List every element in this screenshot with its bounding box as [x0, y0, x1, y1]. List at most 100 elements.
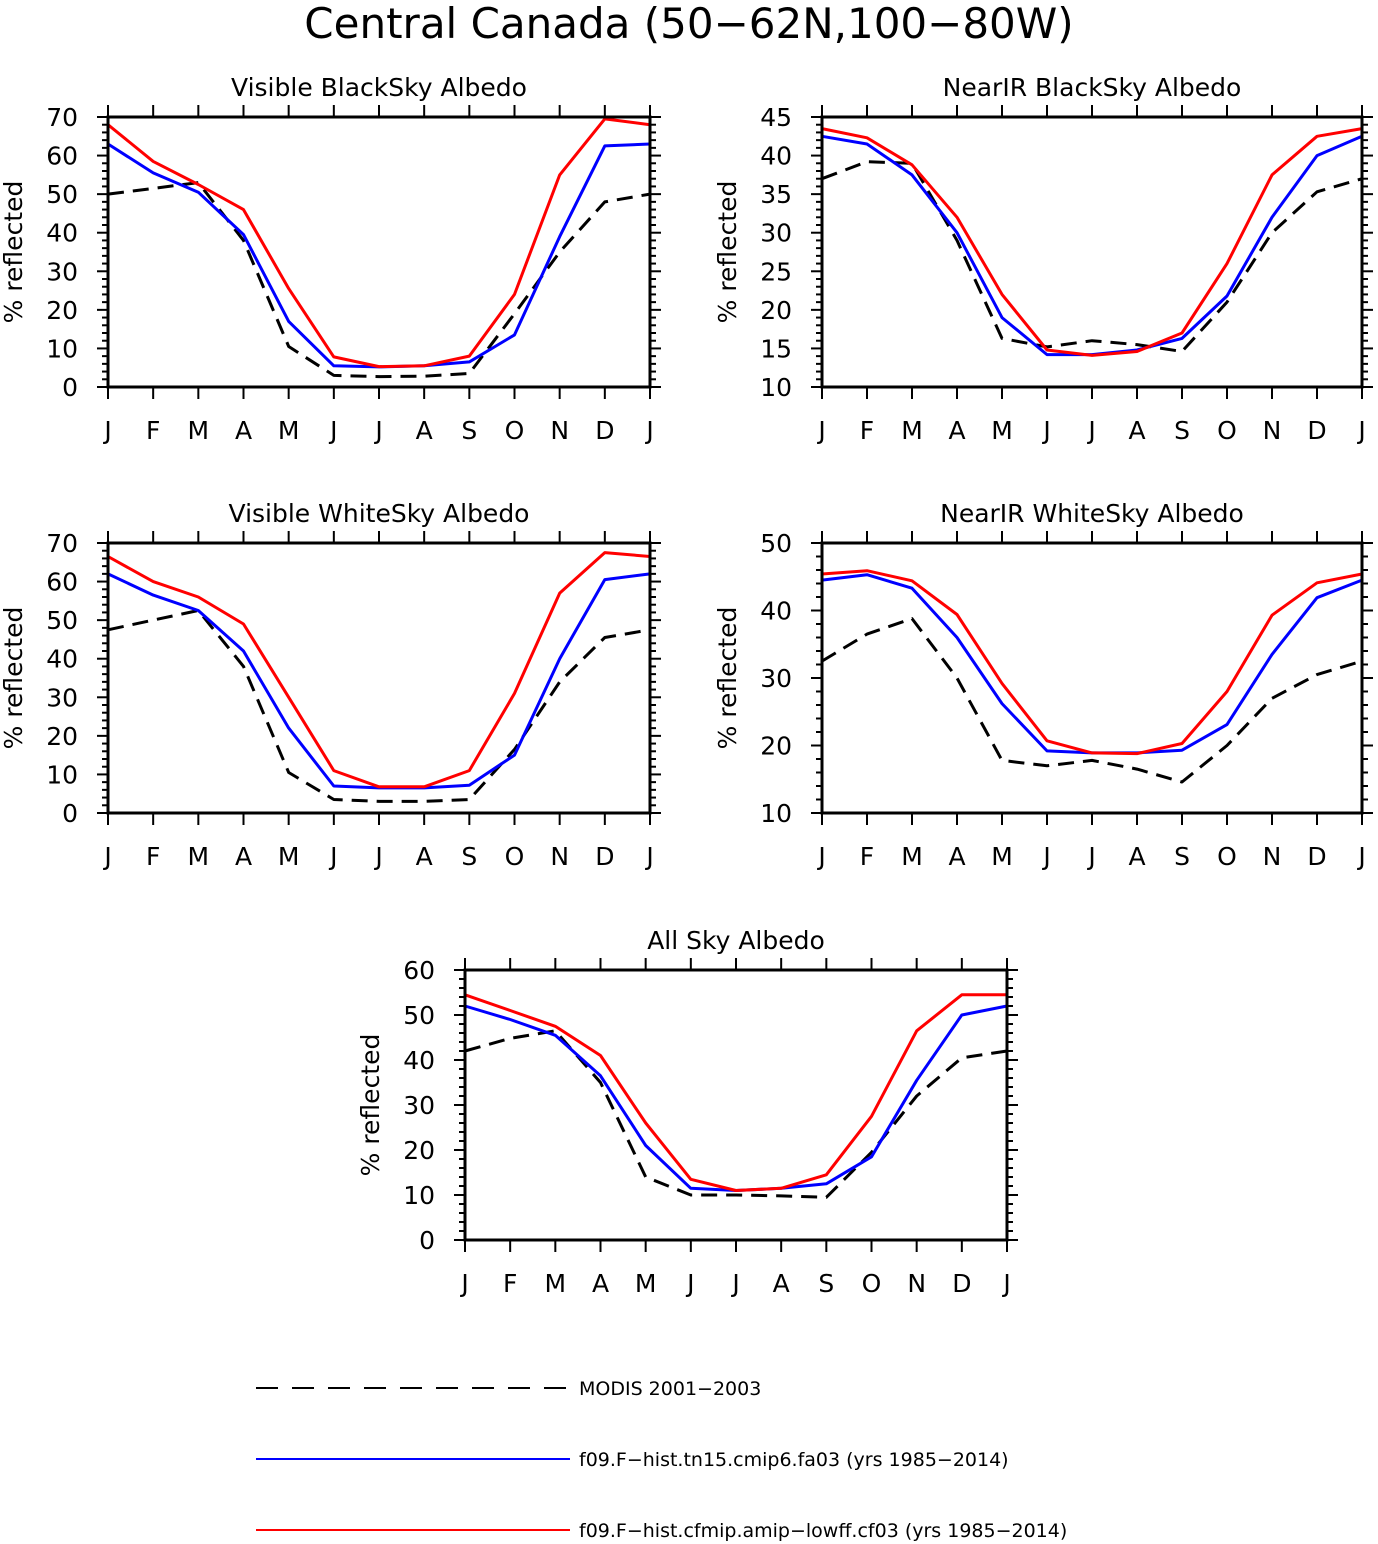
x-tick-label: J [1041, 842, 1050, 871]
y-tick-label: 10 [46, 760, 78, 789]
x-tick-label: O [505, 842, 525, 871]
y-axis-label: % reflected [0, 607, 28, 750]
x-tick-label: O [862, 1269, 882, 1298]
series-line-modis [107, 181, 651, 379]
legend-item: MODIS 2001−2003 [256, 1378, 761, 1400]
y-tick-label: 40 [760, 597, 792, 626]
x-tick-label: D [595, 416, 614, 445]
x-tick-label: D [1307, 416, 1326, 445]
y-tick-label: 0 [62, 373, 78, 402]
y-tick-label: 30 [760, 219, 792, 248]
y-tick-label: 40 [760, 142, 792, 171]
ticks [454, 958, 1018, 1252]
y-tick-label: 50 [760, 529, 792, 558]
y-tick-label: 15 [760, 334, 792, 363]
plot-frame [820, 115, 1364, 389]
series-line-cfmip [821, 127, 1363, 357]
x-tick-label: F [503, 1269, 517, 1298]
x-tick-label: S [818, 1269, 834, 1298]
x-tick-label: N [1263, 842, 1282, 871]
y-tick-label: 10 [760, 799, 792, 828]
y-tick-label: 20 [46, 296, 78, 325]
x-tick-label: J [1356, 416, 1365, 445]
ticks [811, 105, 1373, 399]
panel-title: Visible WhiteSky Albedo [229, 499, 530, 528]
x-tick-label: N [550, 416, 569, 445]
plot-frame [820, 541, 1364, 815]
x-tick-label: M [545, 1269, 567, 1298]
series-line-modis [821, 617, 1363, 784]
x-tick-label: J [373, 416, 382, 445]
x-tick-label: N [907, 1269, 926, 1298]
x-tick-label: O [1217, 842, 1237, 871]
x-tick-label: J [102, 842, 111, 871]
x-tick-label: J [1356, 842, 1365, 871]
y-tick-label: 0 [62, 799, 78, 828]
x-tick-label: D [1307, 842, 1326, 871]
series-line-modis [464, 1029, 1008, 1199]
panel-title: Visible BlackSky Albedo [231, 73, 527, 102]
series-line-cfmip [464, 993, 1007, 1192]
x-tick-label: M [188, 842, 210, 871]
x-tick-label: J [816, 842, 825, 871]
y-tick-label: 30 [403, 1091, 435, 1120]
x-tick-label: J [328, 416, 337, 445]
x-tick-label: O [1217, 416, 1237, 445]
ticks [97, 531, 661, 825]
y-tick-label: 30 [46, 683, 78, 712]
x-tick-label: F [860, 416, 874, 445]
plot-frame [106, 541, 652, 815]
y-tick-label: 10 [760, 373, 792, 402]
x-tick-label: A [235, 416, 252, 445]
x-tick-label: O [505, 416, 525, 445]
x-tick-label: J [328, 842, 337, 871]
x-tick-label: A [416, 842, 433, 871]
x-tick-label: S [461, 416, 477, 445]
x-tick-label: J [1001, 1269, 1010, 1298]
x-tick-label: A [235, 842, 252, 871]
ticks [97, 105, 661, 399]
panel-title: NearIR BlackSky Albedo [943, 73, 1242, 102]
x-tick-label: F [860, 842, 874, 871]
series-line-modis [107, 609, 651, 803]
x-tick-label: N [1263, 416, 1282, 445]
y-tick-label: 10 [403, 1181, 435, 1210]
x-tick-label: F [146, 842, 160, 871]
x-tick-label: J [644, 416, 653, 445]
x-tick-label: M [991, 842, 1013, 871]
y-tick-label: 20 [760, 296, 792, 325]
y-tick-label: 35 [760, 180, 792, 209]
y-axis-label: % reflected [356, 1034, 385, 1177]
y-tick-label: 50 [403, 1001, 435, 1030]
x-tick-label: A [1128, 416, 1145, 445]
x-tick-label: J [730, 1269, 739, 1298]
y-tick-label: 20 [760, 732, 792, 761]
y-tick-label: 30 [760, 664, 792, 693]
series-line-cmip6 [107, 142, 651, 369]
x-tick-label: M [278, 842, 300, 871]
series-line-cfmip [107, 117, 651, 369]
x-tick-label: J [644, 842, 653, 871]
y-axis-label: % reflected [713, 607, 742, 750]
y-tick-label: 45 [760, 103, 792, 132]
legend-label: f09.F−hist.tn15.cmip6.fa03 (yrs 1985−201… [579, 1449, 1009, 1471]
x-tick-label: M [901, 842, 923, 871]
x-tick-label: M [901, 416, 923, 445]
plot-frame [463, 968, 1009, 1242]
x-tick-label: M [278, 416, 300, 445]
figure-title: Central Canada (50−62N,100−80W) [304, 0, 1073, 48]
y-tick-label: 70 [46, 103, 78, 132]
y-tick-label: 60 [46, 142, 78, 171]
series-line-cmip6 [107, 572, 651, 790]
y-tick-label: 25 [760, 257, 792, 286]
y-tick-label: 10 [46, 334, 78, 363]
x-tick-label: A [1128, 842, 1145, 871]
series-line-cmip6 [464, 1004, 1008, 1192]
x-tick-label: D [595, 842, 614, 871]
